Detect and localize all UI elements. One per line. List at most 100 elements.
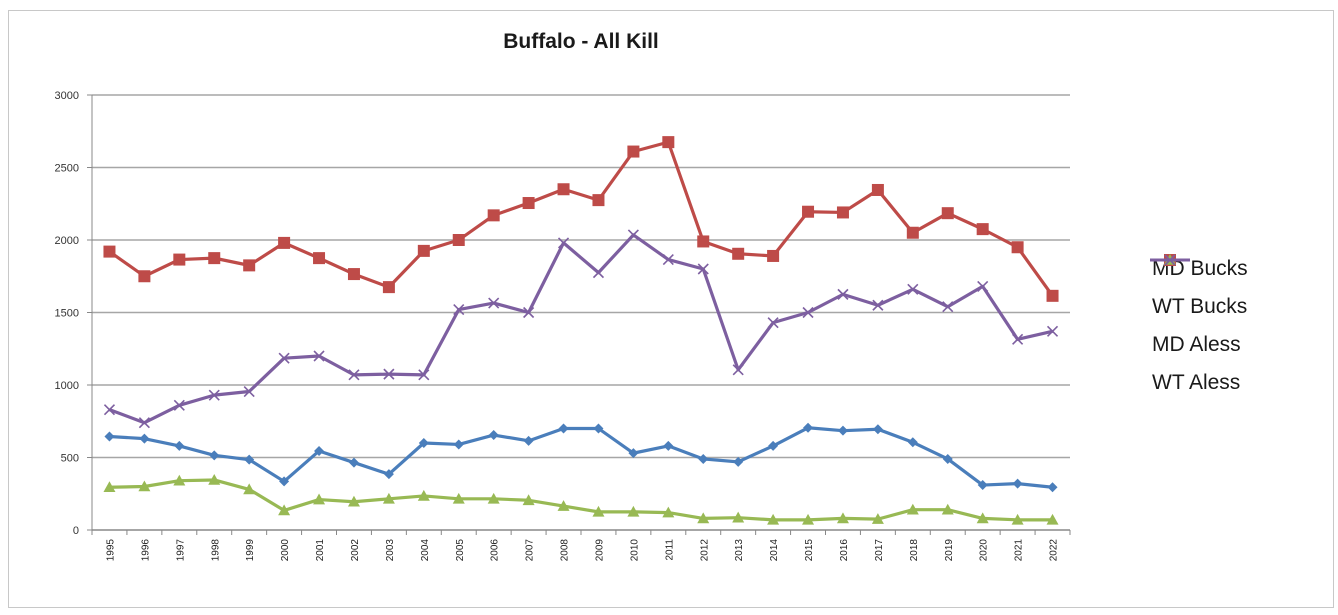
- y-tick-label: 500: [61, 453, 79, 465]
- x-tick-label: 2017: [874, 539, 885, 562]
- data-point: [592, 267, 605, 279]
- series-md-aless: [103, 473, 1059, 525]
- data-point: [418, 369, 430, 381]
- chart-frame: [8, 10, 1334, 608]
- y-tick-label: 2000: [55, 235, 79, 247]
- data-point: [278, 236, 291, 249]
- x-tick-label: 1999: [245, 539, 256, 562]
- x-tick-label: 2014: [769, 539, 780, 562]
- series-line: [109, 478, 1053, 522]
- x-tick-label: 2009: [594, 539, 605, 562]
- data-point: [173, 399, 185, 411]
- data-point: [243, 483, 256, 495]
- series-wt-aless: [103, 229, 1059, 429]
- data-point: [592, 505, 605, 517]
- x-tick-label: 1996: [140, 539, 151, 562]
- data-point: [732, 364, 744, 376]
- data-point: [347, 268, 360, 281]
- x-tick-label: 2001: [315, 539, 326, 562]
- legend-label: MD Aless: [1152, 333, 1241, 356]
- x-tick-label: 2000: [280, 539, 291, 562]
- data-point: [698, 453, 709, 464]
- data-point: [452, 492, 465, 504]
- data-point: [906, 503, 919, 515]
- x-tick-label: 2005: [455, 539, 466, 562]
- data-point: [453, 304, 465, 316]
- data-point: [557, 183, 570, 196]
- data-point: [592, 194, 605, 207]
- data-point: [452, 234, 465, 246]
- y-tick-label: 0: [73, 525, 79, 537]
- data-point: [278, 504, 291, 516]
- x-tick-label: 2013: [734, 539, 745, 562]
- data-point: [593, 423, 604, 434]
- data-point: [942, 453, 953, 464]
- data-point: [732, 247, 745, 260]
- data-point: [906, 226, 919, 239]
- x-tick-label: 1997: [175, 539, 186, 562]
- x-tick-label: 2002: [350, 539, 361, 562]
- chart-title: Buffalo - All Kill: [503, 30, 659, 53]
- data-point: [243, 259, 256, 272]
- series-line: [109, 426, 1053, 489]
- x-tick-label: 2011: [664, 539, 675, 561]
- data-point: [941, 207, 954, 220]
- data-point: [523, 435, 534, 446]
- x-tick-label: 2003: [385, 539, 396, 562]
- legend-marker: [1164, 254, 1176, 266]
- data-point: [453, 439, 464, 450]
- data-point: [871, 513, 884, 524]
- series-group: [103, 136, 1059, 525]
- data-point: [488, 297, 500, 309]
- data-point: [697, 512, 710, 524]
- data-point: [382, 281, 395, 294]
- x-tick-label: 2019: [944, 539, 955, 562]
- data-point: [383, 368, 395, 380]
- data-point: [1046, 289, 1059, 302]
- data-point: [209, 450, 220, 461]
- data-point: [803, 422, 814, 433]
- data-point: [313, 493, 326, 505]
- x-tick-label: 2012: [699, 539, 710, 562]
- data-point: [1047, 482, 1058, 493]
- data-point: [802, 513, 815, 525]
- data-point: [208, 473, 221, 485]
- data-point: [313, 350, 325, 362]
- series-line: [108, 233, 1053, 425]
- data-point: [697, 235, 710, 248]
- data-point: [662, 136, 675, 149]
- data-point: [487, 492, 500, 504]
- data-point: [977, 280, 989, 292]
- data-point: [488, 430, 499, 441]
- data-point: [173, 253, 186, 266]
- data-point: [627, 229, 639, 241]
- x-tick-label: 1995: [105, 539, 116, 562]
- data-point: [382, 492, 395, 504]
- x-tick-label: 2007: [525, 539, 536, 562]
- x-tick-label: 2018: [909, 539, 920, 562]
- data-point: [174, 440, 185, 451]
- data-point: [872, 299, 884, 311]
- data-point: [627, 505, 640, 517]
- x-tick-label: 1998: [210, 539, 221, 562]
- data-point: [872, 424, 883, 435]
- legend-item: MD Aless: [1148, 254, 1333, 364]
- data-point: [103, 481, 116, 493]
- data-point: [1011, 513, 1024, 525]
- data-point: [279, 476, 290, 487]
- data-point: [871, 183, 884, 196]
- data-point: [522, 197, 535, 210]
- x-tick-label: 2022: [1049, 539, 1060, 562]
- data-point: [487, 209, 500, 222]
- legend: MD Bucks WT Bucks MD Aless WT Aless: [1148, 250, 1333, 402]
- data-point: [243, 385, 255, 398]
- legend-item: WT Bucks: [1148, 254, 1333, 326]
- legend-swatch: [1150, 254, 1190, 266]
- data-point: [1046, 513, 1059, 525]
- data-point: [347, 495, 360, 507]
- series-wt-bucks: [103, 136, 1059, 302]
- data-point: [314, 445, 325, 456]
- x-tick-label: 2021: [1014, 539, 1025, 562]
- data-point: [383, 469, 394, 480]
- series-md-bucks: [104, 422, 1058, 493]
